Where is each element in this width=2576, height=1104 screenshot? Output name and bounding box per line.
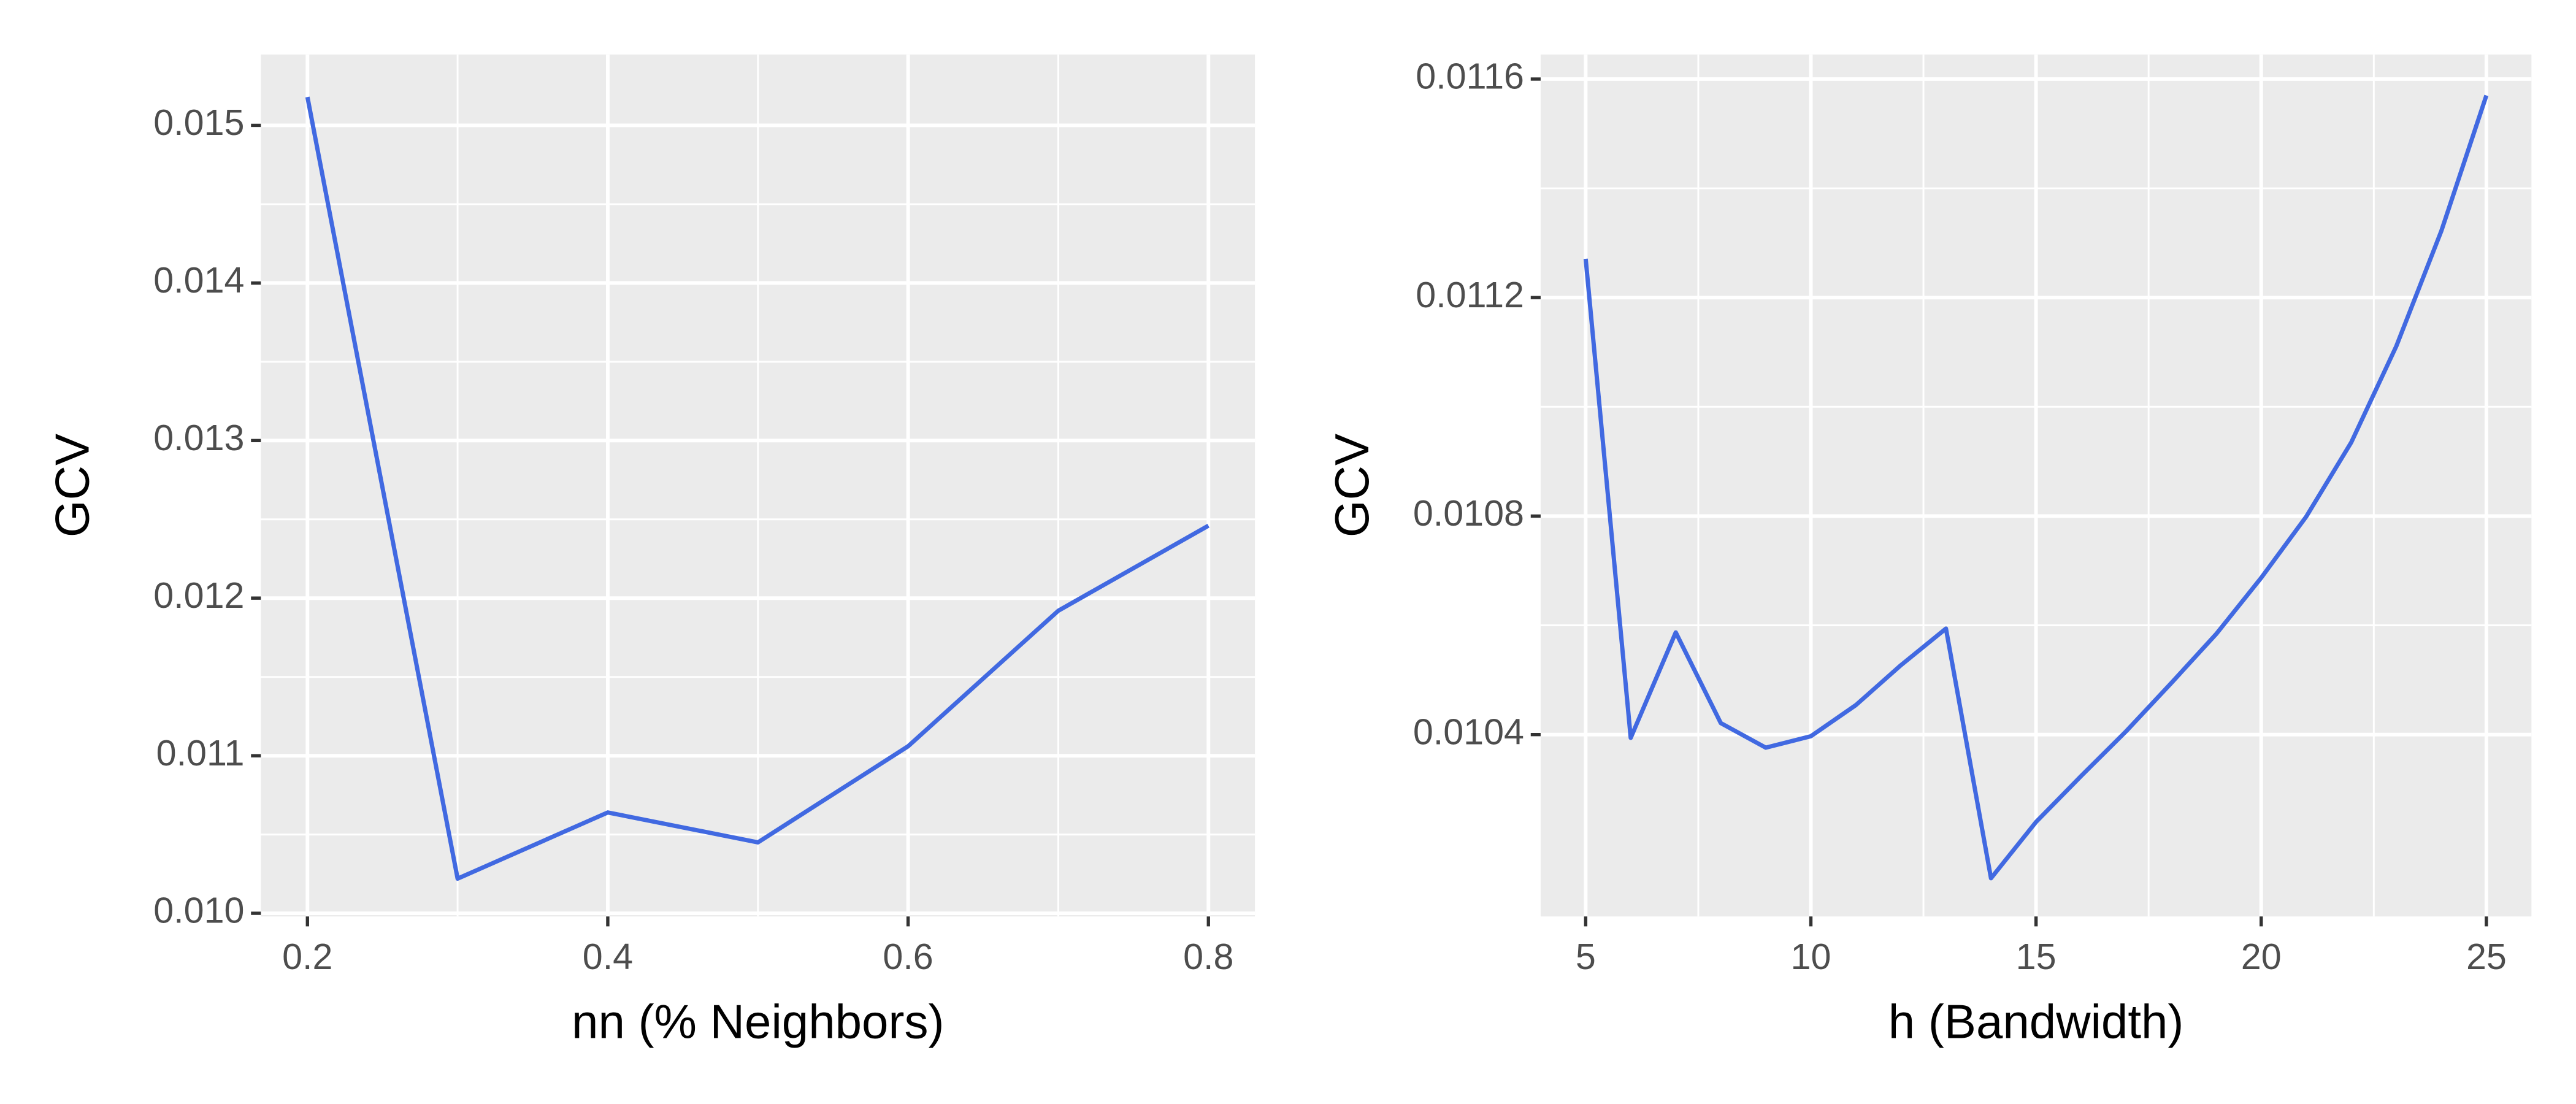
y-tick-label: 0.012 (153, 575, 244, 616)
y-tick-label: 0.0112 (1416, 274, 1524, 315)
data-line (305, 96, 1209, 881)
x-axis-title: nn (% Neighbors) (572, 995, 944, 1049)
y-tick-label: 0.011 (156, 732, 245, 773)
x-tick-label: 0.4 (583, 936, 633, 977)
x-tick-label: 0.6 (883, 936, 933, 977)
x-axis-title: h (Bandwidth) (1888, 995, 2184, 1049)
y-tick-label: 0.014 (153, 259, 244, 301)
y-axis-title: GCV (1325, 434, 1379, 537)
y-axis-title: GCV (45, 434, 99, 537)
y-tick-label: 0.010 (153, 890, 244, 931)
x-tick-label: 10 (1791, 936, 1831, 977)
x-tick-label: 0.2 (282, 936, 332, 977)
x-tick-label: 25 (2466, 936, 2507, 977)
y-tick-label: 0.015 (153, 102, 244, 143)
x-tick-label: 20 (2241, 936, 2282, 977)
x-tick-label: 15 (2016, 936, 2057, 977)
y-tick-label: 0.0108 (1413, 493, 1524, 534)
x-tick-label: 0.8 (1183, 936, 1233, 977)
data-line (1583, 94, 2489, 881)
y-tick-label: 0.0104 (1413, 711, 1524, 752)
y-tick-label: 0.0116 (1416, 56, 1524, 97)
y-tick-label: 0.013 (153, 417, 244, 458)
x-tick-label: 5 (1576, 936, 1596, 977)
